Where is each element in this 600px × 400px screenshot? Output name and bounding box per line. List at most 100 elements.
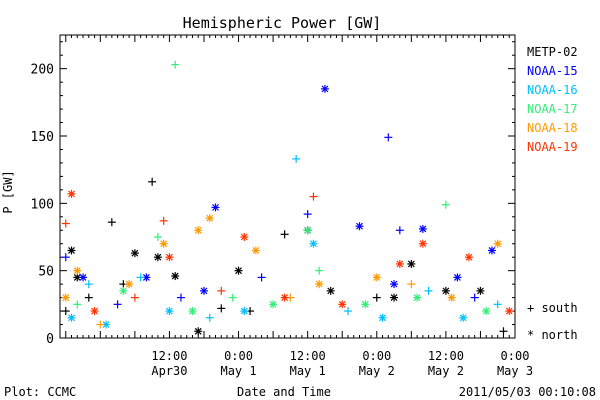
- north-point: [67, 313, 76, 322]
- north-point: [407, 259, 416, 268]
- plot-timestamp: 2011/05/03 00:10:08: [459, 385, 596, 399]
- north-point: [395, 259, 404, 268]
- y-tick-label: 200: [31, 63, 54, 78]
- south-point: [315, 266, 324, 275]
- north-point: [211, 203, 220, 212]
- south-point: [303, 210, 312, 219]
- north-point: [505, 307, 514, 316]
- south-point: [217, 304, 226, 313]
- south-point: [257, 273, 266, 282]
- north-point: [372, 273, 381, 282]
- north-point: [390, 293, 399, 302]
- legend-item: NOAA-15: [527, 64, 578, 78]
- south-point: [61, 307, 70, 316]
- south-point: [395, 226, 404, 235]
- north-point: [447, 293, 456, 302]
- north-point: [240, 233, 249, 241]
- legend-item: NOAA-19: [527, 140, 578, 154]
- south-point: [107, 218, 116, 227]
- x-tick-label-time: 0:00: [224, 349, 253, 363]
- y-tick-label: 0: [46, 332, 54, 347]
- north-point: [320, 84, 329, 93]
- north-point: [464, 253, 473, 262]
- north-point: [309, 239, 318, 248]
- north-point: [418, 224, 427, 233]
- north-point: [493, 239, 502, 248]
- south-point: [372, 293, 381, 302]
- south-point: [153, 233, 162, 241]
- south-point: [309, 192, 318, 201]
- legend-item: METP-02: [527, 45, 578, 59]
- north-point: [67, 246, 76, 255]
- south-point: [171, 60, 180, 69]
- y-tick-label: 100: [31, 197, 54, 212]
- north-point: [280, 293, 289, 302]
- north-point: [188, 307, 197, 316]
- north-point: [194, 226, 203, 235]
- south-point: [292, 154, 301, 163]
- plot-frame: [59, 34, 516, 339]
- north-point: [194, 327, 203, 336]
- north-point: [102, 320, 111, 329]
- north-point: [418, 239, 427, 248]
- north-point: [171, 272, 180, 281]
- north-point: [205, 214, 214, 223]
- chart-title: Hemispheric Power [GW]: [183, 14, 382, 32]
- x-tick-label-time: 12:00: [151, 349, 187, 363]
- north-point: [199, 286, 208, 295]
- south-point: [470, 293, 479, 302]
- marker-legend-item: + south: [527, 301, 578, 315]
- south-point: [130, 293, 139, 302]
- south-point: [61, 253, 70, 262]
- south-point: [217, 286, 226, 295]
- x-tick-label-date: May 3: [497, 364, 533, 378]
- south-point: [499, 327, 508, 336]
- x-tick-label-date: May 2: [428, 364, 464, 378]
- x-tick-label-time: 0:00: [501, 349, 530, 363]
- north-point: [234, 266, 243, 275]
- south-point: [228, 293, 237, 302]
- north-point: [487, 246, 496, 255]
- x-tick-label-time: 0:00: [362, 349, 391, 363]
- south-point: [84, 293, 93, 302]
- north-point: [315, 280, 324, 289]
- north-point: [159, 239, 168, 248]
- legend-item: NOAA-17: [527, 102, 578, 116]
- x-tick-label-time: 12:00: [290, 349, 326, 363]
- south-point: [424, 286, 433, 295]
- data-points: [61, 60, 514, 336]
- north-point: [165, 253, 174, 262]
- north-point: [67, 189, 76, 198]
- north-point: [355, 222, 364, 231]
- south-point: [205, 313, 214, 322]
- north-point: [119, 286, 128, 295]
- north-point: [251, 246, 260, 255]
- north-point: [378, 313, 387, 322]
- north-point: [79, 273, 88, 282]
- y-tick-label: 150: [31, 130, 54, 145]
- north-point: [413, 293, 422, 302]
- marker-legend: + south * north: [527, 301, 578, 342]
- plot-credit: Plot: CCMC: [4, 385, 76, 399]
- north-point: [361, 300, 370, 309]
- y-axis-label: P [GW]: [1, 170, 15, 213]
- north-point: [269, 300, 278, 309]
- south-point: [159, 216, 168, 225]
- north-point: [303, 226, 312, 235]
- south-point: [61, 219, 70, 228]
- x-tick-label-time: 12:00: [428, 349, 464, 363]
- marker-legend-item: * north: [527, 328, 578, 342]
- south-point: [84, 280, 93, 289]
- north-point: [441, 286, 450, 295]
- south-point: [280, 230, 289, 239]
- south-point: [73, 300, 82, 309]
- south-point: [136, 273, 145, 282]
- y-axis: 0 50 100 150 200: [31, 41, 515, 347]
- north-point: [476, 286, 485, 295]
- south-point: [96, 320, 105, 329]
- north-point: [390, 280, 399, 289]
- x-tick-label-date: May 1: [220, 364, 256, 378]
- series-legend: METP-02 NOAA-15 NOAA-16 NOAA-17 NOAA-18 NOAA-…: [527, 45, 578, 154]
